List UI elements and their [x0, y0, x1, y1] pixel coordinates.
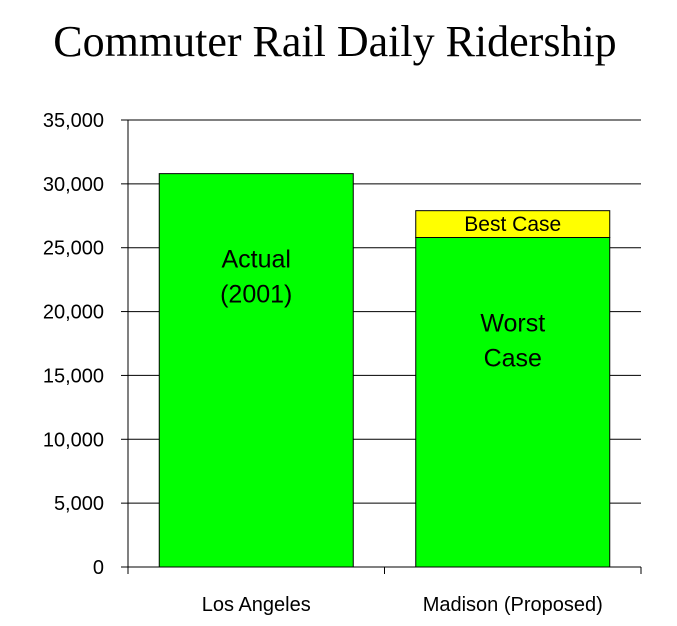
y-tick-label: 5,000	[54, 493, 104, 515]
y-tick-labels: 0 5,000 10,000 15,000 20,000 25,000 30,000 35,0…	[43, 110, 104, 579]
chart-title: Commuter Rail Daily Ridership	[53, 17, 616, 66]
axes	[121, 119, 642, 574]
bars: Actual (2001) Worst Case Best Case	[158, 173, 611, 568]
y-tick-label: 0	[93, 557, 104, 579]
y-tick-label: 25,000	[43, 238, 104, 260]
y-tick-label: 30,000	[43, 174, 104, 196]
bar-segment-label: Case	[484, 344, 542, 372]
x-category-label: Madison (Proposed)	[423, 594, 603, 616]
bar-segment	[415, 210, 611, 238]
bar-segment	[158, 173, 354, 568]
x-category-label: Los Angeles	[202, 594, 311, 616]
y-tick-label: 20,000	[43, 302, 104, 324]
bar-segment	[415, 236, 611, 568]
y-tick-label: 35,000	[43, 110, 104, 132]
bar-segment-label: (2001)	[220, 281, 292, 309]
x-category-labels: Los Angeles Madison (Proposed)	[202, 594, 603, 616]
bar-segment-label: Best Case	[464, 213, 561, 236]
y-tick-label: 15,000	[43, 365, 104, 387]
bar-segment-label: Worst	[480, 309, 545, 337]
y-tick-label: 10,000	[43, 429, 104, 451]
bar-segment-label: Actual	[222, 246, 291, 274]
